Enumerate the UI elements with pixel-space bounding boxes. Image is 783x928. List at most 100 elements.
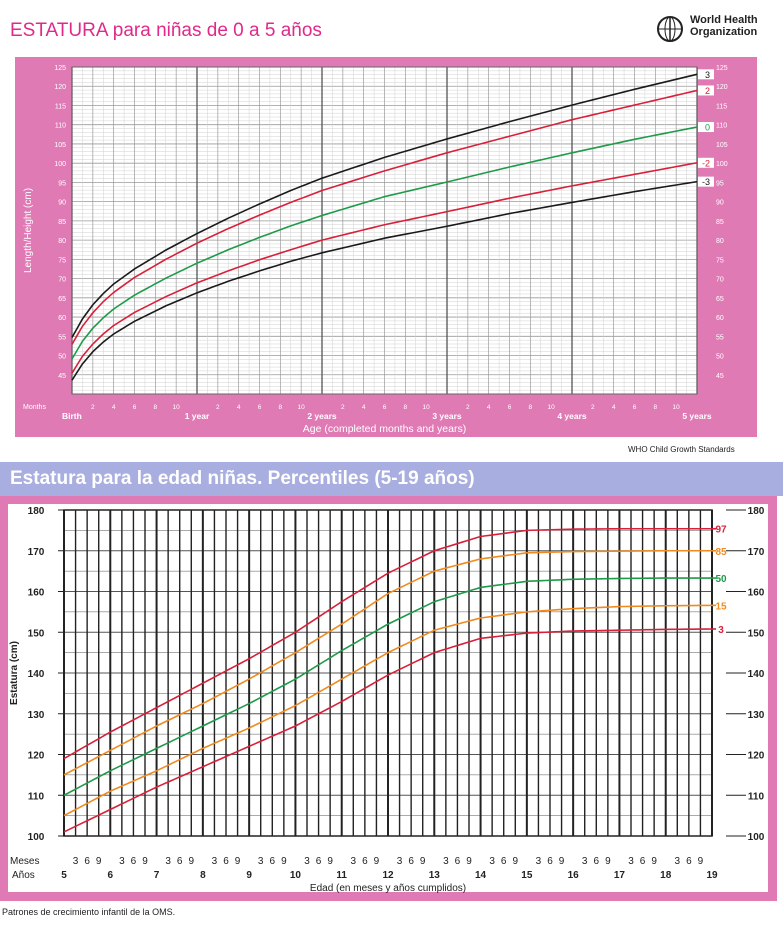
bottom-x-month-label: 3 bbox=[443, 856, 449, 867]
top-series-line bbox=[71, 180, 698, 381]
top-chart-credit: WHO Child Growth Standards bbox=[628, 445, 735, 454]
top-series-line bbox=[71, 126, 698, 360]
top-x-month-label: 6 bbox=[133, 404, 137, 411]
bottom-x-month-label: 6 bbox=[408, 856, 414, 867]
top-x-month-label: 6 bbox=[508, 404, 512, 411]
bottom-y-tick-left: 160 bbox=[28, 588, 45, 599]
bottom-series-label: 85 bbox=[715, 547, 727, 558]
top-y-tick-right: 55 bbox=[716, 334, 724, 341]
bottom-x-month-label: 3 bbox=[536, 856, 542, 867]
top-x-month-label: 10 bbox=[298, 404, 306, 411]
bottom-series-line bbox=[63, 577, 712, 796]
bottom-grid bbox=[63, 509, 713, 837]
bottom-x-month-label: 3 bbox=[675, 856, 681, 867]
bottom-x-month-label: 3 bbox=[351, 856, 357, 867]
who-line-2: Organization bbox=[690, 26, 758, 38]
top-series-line bbox=[71, 162, 698, 374]
bottom-x-month-label: 9 bbox=[235, 856, 241, 867]
bottom-series-label: 3 bbox=[718, 625, 724, 636]
top-y-tick-right: 120 bbox=[716, 84, 728, 91]
bottom-x-month-label: 3 bbox=[165, 856, 171, 867]
top-series-label: 2 bbox=[705, 86, 710, 96]
bottom-y-tick-left: 180 bbox=[28, 506, 45, 517]
top-y-tick-left: 115 bbox=[55, 103, 66, 110]
top-y-ticks: 45 45 50 50 55 55 60 60 65 65 70 70 75 75 80 80 85 85 90 90… bbox=[54, 65, 727, 380]
bottom-x-month-label: 6 bbox=[270, 856, 276, 867]
top-x-year-label: 4 years bbox=[557, 411, 587, 421]
bottom-x-year-label: 16 bbox=[568, 870, 580, 881]
bottom-x-year-label: 18 bbox=[660, 870, 672, 881]
top-x-month-label: 10 bbox=[423, 404, 431, 411]
top-y-tick-left: 95 bbox=[58, 180, 66, 187]
bottom-chart-title-band bbox=[0, 462, 783, 496]
bottom-chart-frame: 100 100 110 110 120 120 130 130 140 140 150 150 160 1… bbox=[0, 496, 777, 901]
bottom-y-tick-right: 180 bbox=[748, 506, 765, 517]
bottom-x-row2-label: Años bbox=[12, 870, 35, 881]
top-x-row-label: Months bbox=[23, 404, 46, 411]
top-x-month-label: 8 bbox=[529, 404, 533, 411]
top-y-tick-right: 110 bbox=[716, 123, 727, 130]
bottom-x-month-label: 3 bbox=[489, 856, 495, 867]
bottom-x-year-label: 9 bbox=[246, 870, 252, 881]
top-y-tick-left: 65 bbox=[58, 296, 66, 303]
top-y-tick-left: 55 bbox=[58, 334, 66, 341]
who-emblem-icon bbox=[657, 16, 683, 42]
bottom-x-month-label: 9 bbox=[559, 856, 565, 867]
top-x-year-label: Birth bbox=[62, 411, 82, 421]
top-grid bbox=[71, 66, 698, 395]
top-x-year-label: 5 years bbox=[682, 411, 712, 421]
top-y-tick-left: 90 bbox=[58, 200, 66, 207]
top-x-year-label: 2 years bbox=[307, 411, 337, 421]
top-y-tick-right: 50 bbox=[716, 354, 724, 361]
top-x-month-label: 6 bbox=[383, 404, 387, 411]
bottom-x-month-label: 9 bbox=[420, 856, 426, 867]
bottom-x-month-label: 9 bbox=[605, 856, 611, 867]
bottom-x-year-label: 19 bbox=[706, 870, 718, 881]
top-series-label: -2 bbox=[702, 158, 710, 168]
top-x-year-label: 3 years bbox=[432, 411, 462, 421]
top-chart-title: ESTATURA para niñas de 0 a 5 años bbox=[10, 20, 322, 41]
top-y-tick-left: 120 bbox=[54, 84, 66, 91]
bottom-x-month-label: 9 bbox=[96, 856, 102, 867]
top-x-month-label: 2 bbox=[466, 404, 470, 411]
top-x-month-label: 6 bbox=[633, 404, 637, 411]
top-series-label: -3 bbox=[702, 177, 710, 187]
bottom-x-row1-label: Meses bbox=[10, 856, 39, 867]
bottom-x-month-label: 9 bbox=[651, 856, 657, 867]
bottom-x-year-label: 11 bbox=[336, 870, 347, 881]
bottom-x-month-label: 9 bbox=[374, 856, 380, 867]
bottom-x-year-label: 5 bbox=[61, 870, 67, 881]
top-x-month-label: 4 bbox=[362, 404, 366, 411]
top-x-month-label: 4 bbox=[612, 404, 616, 411]
bottom-y-ticks: 100 100 110 110 120 120 130 130 140 140 150 150 160 1… bbox=[28, 506, 765, 843]
top-series-line bbox=[71, 89, 698, 345]
top-y-tick-left: 125 bbox=[54, 65, 66, 72]
bottom-y-tick-right: 170 bbox=[748, 547, 765, 558]
top-y-tick-right: 105 bbox=[716, 142, 728, 149]
who-logo-text: World Health Organization bbox=[690, 14, 758, 38]
top-x-ticks: Months 2 4 6 8 10 2 4 6 8 10 2 4 6 8 10 2 4 6 8 10 2 4 6 8 10 Birt… bbox=[23, 404, 712, 421]
bottom-y-tick-left: 120 bbox=[28, 751, 45, 762]
bottom-y-tick-left: 140 bbox=[28, 669, 45, 680]
bottom-x-year-label: 15 bbox=[521, 870, 533, 881]
bottom-x-year-label: 17 bbox=[614, 870, 626, 881]
bottom-x-month-label: 6 bbox=[455, 856, 461, 867]
top-y-tick-right: 45 bbox=[716, 373, 724, 380]
who-logo bbox=[657, 16, 683, 42]
bottom-x-year-label: 7 bbox=[154, 870, 160, 881]
bottom-x-month-label: 3 bbox=[73, 856, 79, 867]
bottom-y-axis-label: Estatura (cm) bbox=[9, 641, 20, 705]
top-y-tick-right: 80 bbox=[716, 238, 724, 245]
top-y-tick-left: 100 bbox=[54, 161, 66, 168]
top-x-month-label: 8 bbox=[404, 404, 408, 411]
top-y-tick-right: 65 bbox=[716, 296, 724, 303]
top-y-tick-right: 125 bbox=[716, 65, 728, 72]
top-series-label-bg bbox=[698, 176, 714, 187]
bottom-x-month-label: 6 bbox=[131, 856, 137, 867]
bottom-series-label: 15 bbox=[715, 601, 727, 612]
bottom-chart-svg: 100 100 110 110 120 120 130 130 140 140 150 150 160 1… bbox=[8, 504, 768, 894]
top-x-month-label: 8 bbox=[654, 404, 658, 411]
bottom-x-month-label: 3 bbox=[119, 856, 125, 867]
bottom-x-month-label: 6 bbox=[640, 856, 646, 867]
